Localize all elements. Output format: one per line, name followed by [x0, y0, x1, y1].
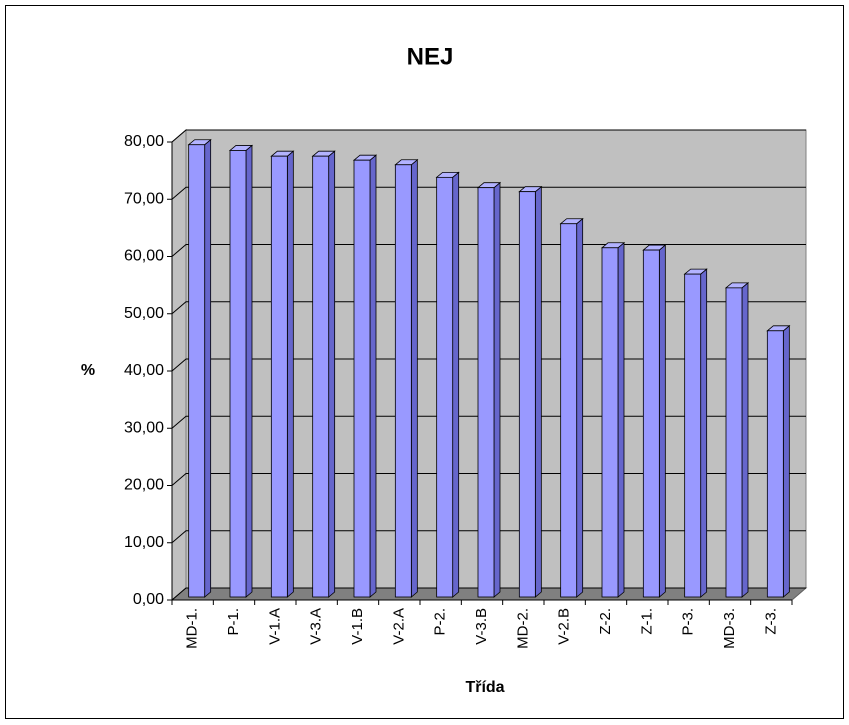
bar [642, 249, 660, 598]
grid-line [171, 129, 806, 143]
y-tick-label: 20,00 [124, 477, 164, 494]
y-tick-label: 10,00 [124, 534, 164, 551]
grid-line [171, 530, 806, 544]
bar [436, 176, 454, 598]
x-tick-label: V-3.B [473, 608, 490, 645]
x-tick-label: V-2.B [556, 608, 573, 645]
x-tick-label: MD-3. [721, 608, 738, 649]
grid-line [171, 301, 806, 315]
bar-side [493, 181, 501, 598]
bar-side [245, 144, 253, 598]
x-tick-label: V-2.A [390, 608, 407, 645]
y-axis-label: % [81, 362, 95, 379]
bar-side [369, 154, 377, 598]
bar [270, 155, 288, 598]
bar-side [452, 171, 460, 598]
grid-line [171, 473, 806, 486]
grid-line [171, 244, 806, 257]
x-axis-label: Třída [465, 679, 504, 696]
bar [518, 191, 536, 598]
bar [312, 155, 330, 598]
bar-side [534, 185, 542, 598]
x-tick-label: V-1.A [266, 608, 283, 645]
bar [229, 150, 247, 598]
bar-side [700, 268, 708, 598]
y-tick-label: 0,00 [133, 591, 164, 608]
x-tick-label: MD-2. [514, 608, 531, 649]
bar-side [204, 138, 212, 598]
y-tick-label: 40,00 [124, 362, 164, 379]
bar [601, 247, 619, 598]
y-tick-label: 70,00 [124, 190, 164, 207]
x-tick-label: P-2. [432, 608, 449, 636]
bar-side [576, 217, 584, 598]
bar-side [782, 324, 790, 598]
bar-side [328, 150, 336, 598]
bar [353, 159, 371, 598]
chart-title: NEJ [407, 43, 454, 70]
y-tick-label: 30,00 [124, 419, 164, 436]
bar-side [658, 244, 666, 598]
x-tick-label: V-3.A [308, 608, 325, 645]
grid-line [171, 587, 806, 601]
grid-line [171, 186, 806, 200]
x-tick-label: Z-2. [597, 608, 614, 635]
bar [725, 287, 743, 598]
bar [394, 164, 412, 598]
x-tick-label: Z-3. [762, 608, 779, 635]
x-tick-label: Z-1. [638, 608, 655, 635]
x-tick-label: MD-1. [184, 608, 201, 649]
y-tick-label: 60,00 [124, 248, 164, 265]
bar [477, 187, 495, 598]
bar [684, 273, 702, 598]
x-tick-label: V-1.B [349, 608, 366, 645]
grid-line [171, 415, 806, 429]
grid-line [171, 358, 806, 372]
bar-side [617, 241, 625, 598]
y-tick-label: 80,00 [124, 133, 164, 150]
bar [188, 144, 206, 598]
bar [560, 223, 578, 598]
y-tick-label: 50,00 [124, 305, 164, 322]
bar-side [286, 150, 294, 598]
bar-side [741, 281, 749, 598]
x-tick-label: P-3. [680, 608, 697, 636]
x-tick-label: P-1. [225, 608, 242, 636]
bar [766, 330, 784, 598]
bar-side [410, 158, 418, 598]
